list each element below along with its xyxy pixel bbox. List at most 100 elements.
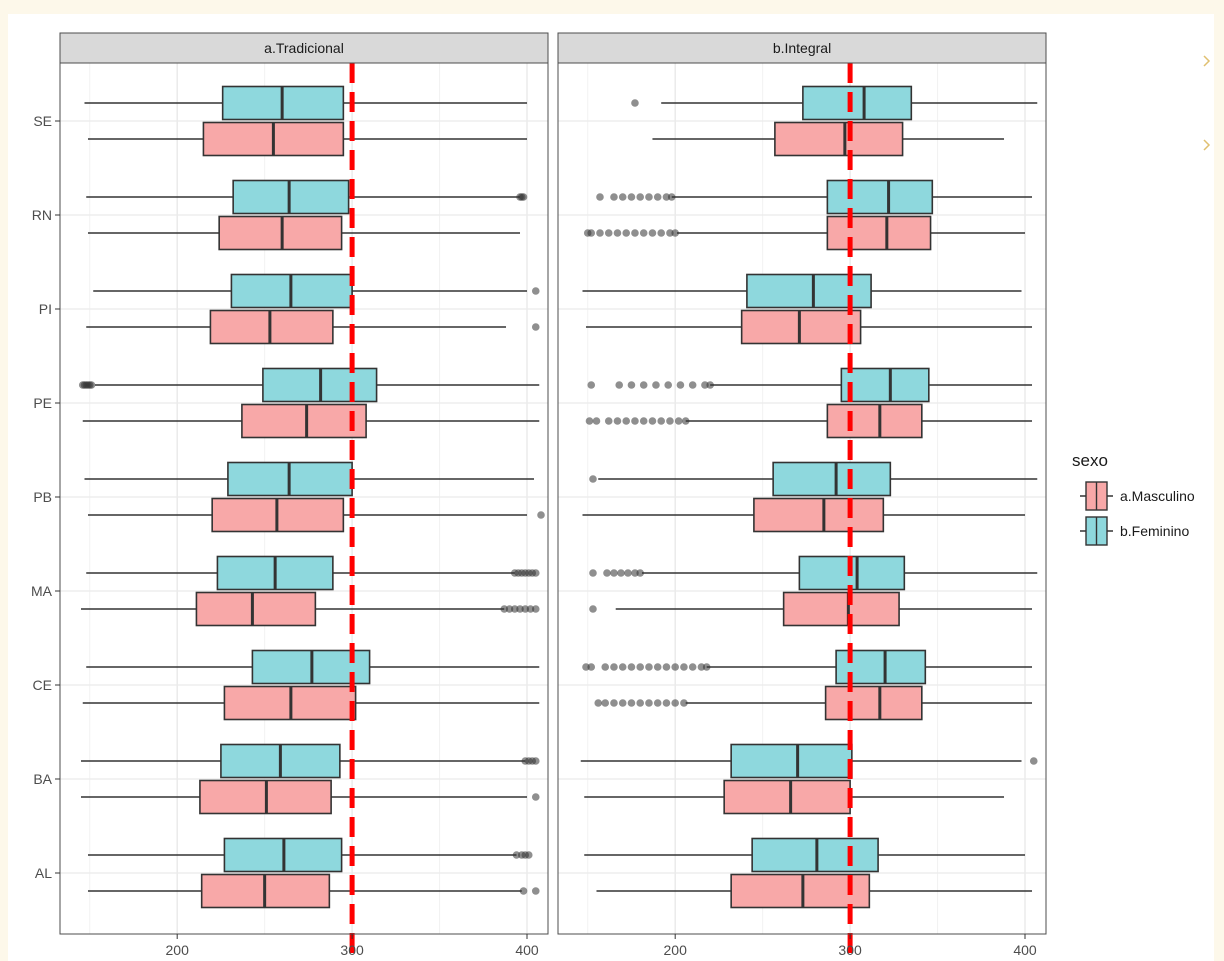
outlier-point xyxy=(618,699,627,707)
outlier-point xyxy=(680,663,688,671)
box-SE-a.Masculino xyxy=(87,121,528,157)
box-iqr xyxy=(826,215,932,251)
outlier-point xyxy=(604,417,613,425)
box-iqr xyxy=(740,309,862,345)
outlier-point xyxy=(671,229,679,237)
outlier-point xyxy=(596,193,604,201)
box-RN-a.Masculino xyxy=(87,215,521,251)
outlier-point xyxy=(610,193,618,201)
outlier-point xyxy=(664,381,672,389)
outlier-point xyxy=(636,569,645,577)
outlier-point xyxy=(674,417,683,425)
outlier-point xyxy=(627,663,636,671)
outlier-point xyxy=(596,229,604,237)
x-tick-label: 200 xyxy=(664,942,688,958)
outlier-point xyxy=(662,663,671,671)
box-RN-b.Feminino xyxy=(86,179,528,215)
outlier-point xyxy=(516,605,524,613)
outlier-point xyxy=(87,381,96,389)
outlier-point xyxy=(631,229,639,237)
outlier-point xyxy=(618,663,627,671)
outlier-point xyxy=(645,663,653,671)
outlier-point xyxy=(585,417,594,425)
outlier-point xyxy=(519,887,528,895)
box-BA-b.Feminino xyxy=(80,743,540,779)
box-iqr xyxy=(730,743,853,779)
box-PB-b.Feminino xyxy=(84,461,535,497)
outlier-point xyxy=(610,663,618,671)
outlier-point xyxy=(603,569,611,577)
x-tick-label: 300 xyxy=(838,942,862,958)
outlier-point xyxy=(610,699,618,707)
y-tick-label: RN xyxy=(32,207,52,223)
outlier-point xyxy=(587,381,596,389)
outlier-point xyxy=(524,851,533,859)
box-BA-b.Feminino xyxy=(580,743,1038,779)
y-tick-label: CE xyxy=(33,677,52,693)
box-RN-b.Feminino xyxy=(596,179,1033,215)
outlier-point xyxy=(688,663,697,671)
edge-mark-decoration xyxy=(1203,55,1211,151)
outlier-point xyxy=(610,569,618,577)
y-tick-label: SE xyxy=(33,113,52,129)
box-iqr xyxy=(232,179,350,215)
outlier-point xyxy=(624,569,632,577)
outlier-point xyxy=(688,381,697,389)
box-CE-a.Masculino xyxy=(82,685,540,721)
outlier-point xyxy=(601,699,610,707)
box-SE-b.Feminino xyxy=(84,85,528,121)
box-PB-a.Masculino xyxy=(582,497,1026,533)
outlier-point xyxy=(618,193,627,201)
outlier-point xyxy=(652,381,660,389)
outlier-point xyxy=(613,229,622,237)
outlier-point xyxy=(653,663,662,671)
outlier-point xyxy=(636,663,645,671)
y-tick-label: AL xyxy=(35,865,52,881)
outlier-point xyxy=(631,569,639,577)
outlier-point xyxy=(681,417,690,425)
outlier-point xyxy=(531,793,540,801)
y-tick-label: PB xyxy=(33,489,52,505)
box-PE-b.Feminino xyxy=(587,367,1033,403)
outlier-point xyxy=(589,569,597,577)
outlier-point xyxy=(512,851,521,859)
outlier-point xyxy=(636,193,645,201)
legend-label: b.Feminino xyxy=(1120,523,1189,539)
box-PI-a.Masculino xyxy=(86,309,540,345)
outlier-point xyxy=(589,475,597,483)
facet-strip xyxy=(59,32,549,64)
outlier-point xyxy=(706,381,714,389)
outlier-point xyxy=(537,511,545,519)
outlier-point xyxy=(653,193,662,201)
box-iqr xyxy=(753,497,885,533)
outlier-point xyxy=(587,229,596,237)
facet-strip-title: b.Integral xyxy=(773,40,831,56)
box-iqr xyxy=(751,837,879,873)
facet-strip xyxy=(557,32,1047,64)
box-MA-b.Feminino xyxy=(86,555,540,591)
outlier-point xyxy=(639,229,648,237)
outlier-point xyxy=(526,605,535,613)
legend-label: a.Masculino xyxy=(1120,488,1195,504)
outlier-point xyxy=(531,569,540,577)
outlier-point xyxy=(519,193,528,201)
outlier-point xyxy=(639,417,648,425)
box-MA-a.Masculino xyxy=(80,591,540,627)
outlier-point xyxy=(531,605,540,613)
outlier-point xyxy=(657,417,665,425)
panel-border xyxy=(59,62,549,935)
box-iqr xyxy=(730,873,871,909)
outlier-point xyxy=(627,193,636,201)
box-iqr xyxy=(772,461,892,497)
facet-strip-title: a.Tradicional xyxy=(264,40,344,56)
box-BA-a.Masculino xyxy=(80,779,540,815)
outlier-point xyxy=(667,193,676,201)
x-tick-label: 400 xyxy=(515,942,539,958)
outlier-point xyxy=(589,605,597,613)
box-PB-b.Feminino xyxy=(589,461,1038,497)
box-AL-b.Feminino xyxy=(584,837,1026,873)
boxplot-figure: a.Tradicional 200 300 400 b.Integral 200 300 40… xyxy=(31,32,1195,961)
outlier-point xyxy=(631,99,639,107)
outlier-point xyxy=(587,663,596,671)
outlier-point xyxy=(627,699,636,707)
